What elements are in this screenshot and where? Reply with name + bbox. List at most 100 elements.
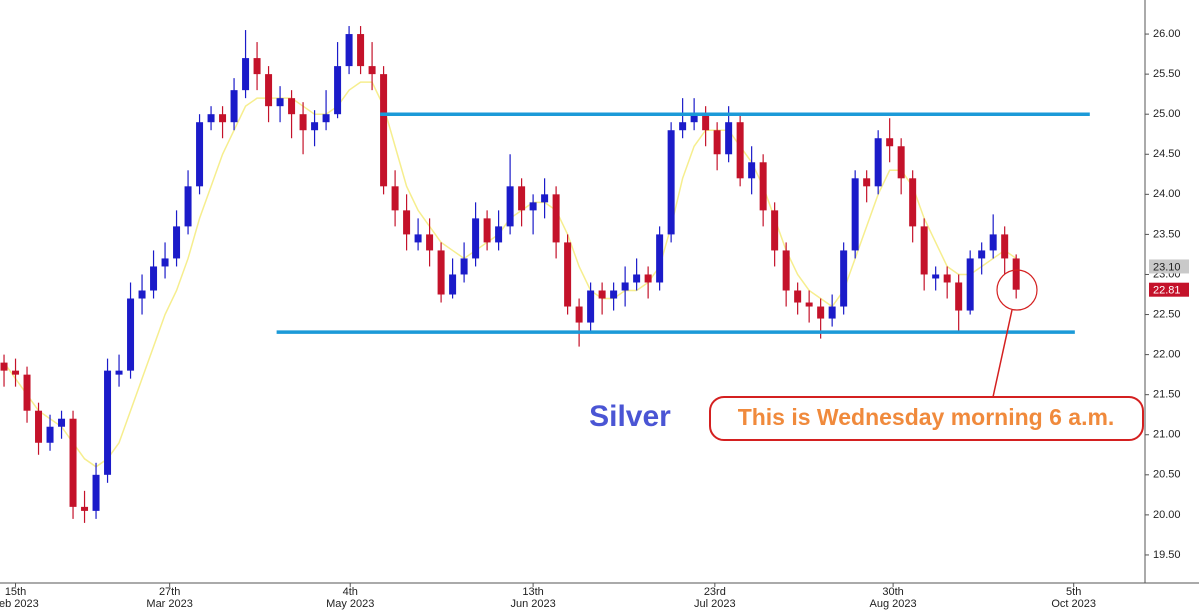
- candle-body: [782, 250, 790, 291]
- candle-body: [989, 234, 997, 251]
- x-tick-label: Feb 2023: [0, 598, 39, 610]
- candle-body: [242, 58, 250, 91]
- candle-body: [472, 218, 480, 259]
- candle-body: [679, 122, 687, 131]
- x-tick-label: Oct 2023: [1051, 598, 1096, 610]
- y-tick-label: 21.00: [1153, 429, 1181, 441]
- candle-body: [138, 290, 146, 299]
- candle-body: [265, 74, 273, 107]
- y-tick-label: 22.50: [1153, 308, 1181, 320]
- candle-body: [920, 226, 928, 275]
- x-tick-label: Mar 2023: [146, 598, 192, 610]
- candle-body: [667, 130, 675, 235]
- candle-body: [874, 138, 882, 187]
- candle-body: [299, 114, 307, 131]
- candle-body: [702, 114, 710, 131]
- candle-body: [943, 274, 951, 283]
- candle-body: [794, 290, 802, 303]
- candle-body: [161, 258, 169, 267]
- candle-body: [690, 114, 698, 123]
- candle-body: [966, 258, 974, 311]
- price-tag-label: 23.10: [1153, 261, 1181, 273]
- candle-body: [621, 282, 629, 291]
- candle-body: [150, 266, 158, 291]
- x-tick-label: 4th: [343, 586, 358, 598]
- candle-body: [725, 122, 733, 155]
- chart-title: Silver: [589, 400, 671, 433]
- candle-body: [357, 34, 365, 67]
- candle-body: [506, 186, 514, 227]
- candle-body: [426, 234, 434, 251]
- candle-body: [495, 226, 503, 243]
- candle-body: [656, 234, 664, 283]
- candle-body: [288, 98, 296, 115]
- candle-body: [58, 418, 66, 427]
- candle-body: [391, 186, 399, 211]
- candle-body: [69, 418, 77, 507]
- y-tick-label: 26.00: [1153, 28, 1181, 40]
- candle-body: [817, 306, 825, 319]
- candle-body: [955, 282, 963, 311]
- candle-body: [518, 186, 526, 211]
- candle-body: [460, 258, 468, 275]
- candle-body: [748, 162, 756, 179]
- candle-body: [104, 370, 112, 475]
- candle-body: [771, 210, 779, 251]
- candle-body: [253, 58, 261, 75]
- y-tick-label: 22.00: [1153, 349, 1181, 361]
- candle-body: [736, 122, 744, 179]
- candle-body: [403, 210, 411, 235]
- candle-body: [92, 474, 100, 511]
- candle-body: [115, 370, 123, 375]
- x-tick-label: 15th: [5, 586, 26, 598]
- x-tick-label: Jun 2023: [510, 598, 555, 610]
- candle-body: [219, 114, 227, 123]
- x-tick-label: Aug 2023: [870, 598, 917, 610]
- candle-body: [713, 130, 721, 155]
- candle-body: [0, 362, 8, 371]
- x-tick-label: May 2023: [326, 598, 374, 610]
- candle-body: [127, 298, 135, 371]
- candle-body: [1001, 234, 1009, 259]
- candle-body: [276, 98, 284, 107]
- x-tick-label: 30th: [882, 586, 903, 598]
- candle-body: [529, 202, 537, 211]
- y-tick-label: 21.50: [1153, 389, 1181, 401]
- y-tick-label: 25.00: [1153, 108, 1181, 120]
- candle-body: [564, 242, 572, 307]
- y-tick-label: 20.50: [1153, 469, 1181, 481]
- candle-body: [886, 138, 894, 147]
- candle-body: [828, 306, 836, 319]
- highlight-circle: [996, 269, 1038, 311]
- y-tick-label: 23.50: [1153, 228, 1181, 240]
- candle-body: [633, 274, 641, 283]
- candle-body: [207, 114, 215, 123]
- candle-body: [345, 34, 353, 67]
- y-tick-label: 24.50: [1153, 148, 1181, 160]
- candle-body: [552, 194, 560, 243]
- candle-body: [644, 274, 652, 283]
- candle-body: [230, 90, 238, 123]
- candle-body: [380, 74, 388, 187]
- candle-body: [978, 250, 986, 259]
- candle-body: [81, 506, 89, 511]
- price-tag: [1149, 259, 1189, 274]
- candle-body: [368, 66, 376, 75]
- candle-body: [897, 146, 905, 179]
- candle-body: [610, 290, 618, 299]
- price-tag: [1149, 282, 1189, 297]
- candle-body: [598, 290, 606, 299]
- x-tick-label: 13th: [522, 586, 543, 598]
- candle-body: [840, 250, 848, 307]
- candle-body: [414, 234, 422, 243]
- candle-body: [46, 426, 54, 443]
- candle-body: [322, 114, 330, 123]
- candle-body: [334, 66, 342, 115]
- candle-body: [909, 178, 917, 227]
- x-tick-label: Jul 2023: [694, 598, 736, 610]
- candle-body: [575, 306, 583, 323]
- candle-body: [311, 122, 319, 131]
- x-tick-label: 5th: [1066, 586, 1081, 598]
- annotation-pointer: [992, 309, 1013, 398]
